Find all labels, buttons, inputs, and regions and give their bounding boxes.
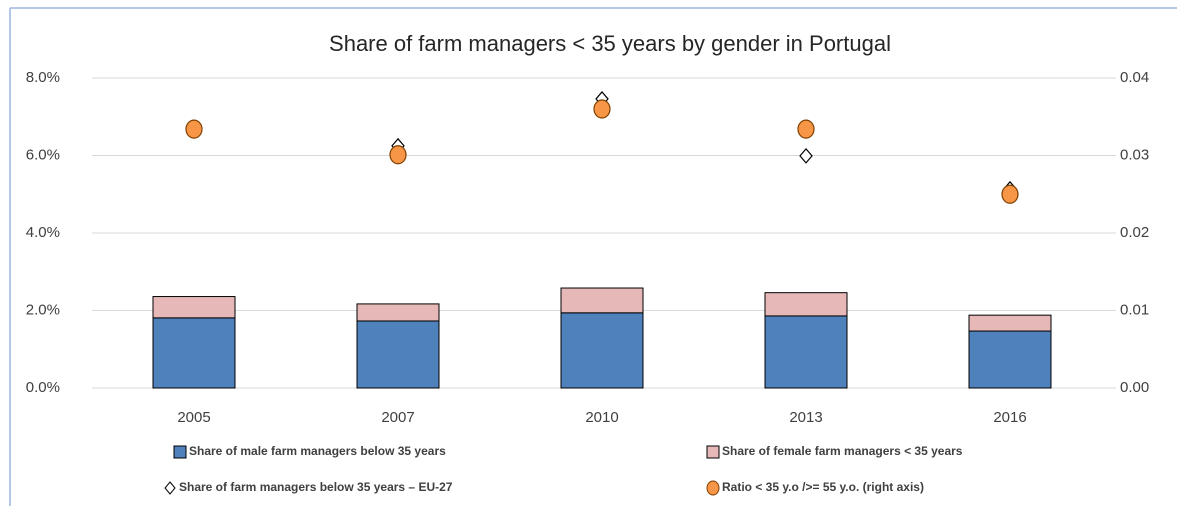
bar-segment — [152, 317, 236, 389]
y2-tick-label: 0.02 — [1120, 224, 1149, 241]
y-tick-label: 4.0% — [26, 224, 60, 241]
y2-tick-label: 0.01 — [1120, 301, 1149, 318]
legend-swatch — [164, 481, 176, 495]
x-tick-label: 2016 — [993, 409, 1026, 426]
legend-swatch — [173, 445, 187, 459]
point — [185, 119, 203, 139]
y2-tick-label: 0.03 — [1120, 146, 1149, 163]
y2-tick-label: 0.04 — [1120, 69, 1149, 86]
bar-segment — [560, 287, 644, 314]
y-tick-label: 6.0% — [26, 146, 60, 163]
legend-label: Share of male farm managers below 35 yea… — [189, 444, 446, 458]
x-tick-label: 2013 — [789, 409, 822, 426]
y-tick-label: 0.0% — [26, 379, 60, 396]
bar-segment — [968, 330, 1052, 389]
legend-label: Share of female farm managers < 35 years — [722, 444, 963, 458]
x-tick-label: 2005 — [177, 409, 210, 426]
y2-tick-label: 0.00 — [1120, 379, 1149, 396]
bar-segment — [152, 296, 236, 319]
y-tick-label: 2.0% — [26, 301, 60, 318]
bar-segment — [764, 315, 848, 389]
point — [389, 145, 407, 165]
point — [1001, 184, 1019, 204]
point — [593, 99, 611, 119]
bar-segment — [968, 314, 1052, 332]
chart-title: Share of farm managers < 35 years by gen… — [329, 31, 891, 56]
point — [799, 147, 813, 164]
legend-label: Ratio < 35 y.o />= 55 y.o. (right axis) — [722, 480, 924, 494]
legend-swatch — [706, 480, 720, 496]
bar-segment — [764, 292, 848, 317]
bar-segment — [356, 320, 440, 389]
legend-swatch — [706, 445, 720, 459]
legend-label: Share of farm managers below 35 years – … — [179, 480, 453, 494]
bar-segment — [356, 303, 440, 322]
x-tick-label: 2010 — [585, 409, 618, 426]
y-tick-label: 8.0% — [26, 69, 60, 86]
bar-segment — [560, 312, 644, 389]
point — [797, 119, 815, 139]
x-tick-label: 2007 — [381, 409, 414, 426]
